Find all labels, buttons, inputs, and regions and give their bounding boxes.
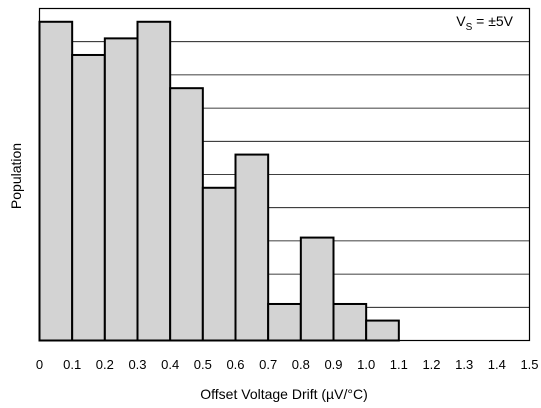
x-tick-label: 0.8 — [292, 357, 310, 372]
histogram-bar — [299, 236, 335, 342]
x-tick-label: 0.3 — [128, 357, 146, 372]
x-tick-label: 0 — [36, 357, 43, 372]
histogram-bar — [169, 87, 204, 342]
x-tick-label: 0.9 — [324, 357, 342, 372]
histogram-bar — [332, 302, 368, 342]
x-tick-label: 0.6 — [226, 357, 244, 372]
x-axis-label: Offset Voltage Drift (µV/°C) — [200, 386, 367, 402]
x-tick-label: 0.2 — [96, 357, 114, 372]
x-tick-label: 0.4 — [161, 357, 179, 372]
y-axis-label: Population — [8, 143, 24, 209]
histogram-bar — [365, 319, 400, 342]
histogram-bar — [38, 20, 74, 342]
x-tick-labels: 0 0.1 0.2 0.3 0.4 0.5 0.6 0.7 0.8 0.9 1.0 1.1 1.2 1.3… — [36, 357, 539, 372]
x-tick-label: 0.1 — [63, 357, 81, 372]
x-tick-label: 1.4 — [488, 357, 506, 372]
x-tick-label: 1.0 — [357, 357, 375, 372]
x-tick-label: 0.7 — [259, 357, 277, 372]
x-tick-label: 1.2 — [422, 357, 440, 372]
histogram-bar — [201, 186, 237, 342]
histogram-bar — [71, 53, 106, 342]
x-tick-label: 1.5 — [520, 357, 538, 372]
histogram-bar — [136, 20, 172, 342]
histogram-bars — [38, 20, 400, 342]
histogram-bar — [103, 37, 139, 342]
x-tick-label: 0.5 — [194, 357, 212, 372]
x-tick-label: 1.1 — [390, 357, 408, 372]
supply-voltage-annotation: VS = ±5V — [456, 13, 513, 33]
x-tick-label: 1.3 — [455, 357, 473, 372]
histogram-bar — [267, 302, 302, 342]
plot-frame — [38, 7, 531, 342]
histogram-bar — [234, 153, 270, 342]
